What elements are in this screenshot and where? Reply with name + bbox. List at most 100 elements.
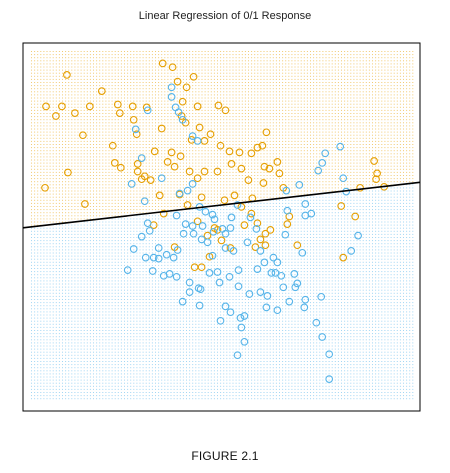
region-dot (118, 302, 119, 303)
region-dot (102, 330, 103, 331)
region-dot (96, 234, 97, 235)
region-dot (105, 73, 106, 74)
region-dot (81, 63, 82, 64)
region-dot (115, 73, 116, 74)
region-dot (59, 296, 60, 297)
region-dot (87, 380, 88, 381)
region-dot (71, 280, 72, 281)
region-dot (50, 321, 51, 322)
region-dot (74, 94, 75, 95)
region-dot (87, 228, 88, 229)
region-dot (102, 256, 103, 257)
region-dot (102, 184, 103, 185)
region-dot (74, 355, 75, 356)
region-dot (56, 318, 57, 319)
region-dot (130, 73, 131, 74)
region-dot (124, 234, 125, 235)
region-dot (133, 144, 134, 145)
region-dot (161, 144, 162, 145)
region-dot (136, 191, 137, 192)
region-dot (71, 370, 72, 371)
region-dot (37, 169, 38, 170)
region-dot (65, 116, 66, 117)
region-dot (158, 82, 159, 83)
region-dot (102, 349, 103, 350)
region-dot (146, 246, 147, 247)
region-dot (90, 256, 91, 257)
region-dot (53, 370, 54, 371)
region-dot (43, 228, 44, 229)
region-dot (152, 70, 153, 71)
region-dot (130, 352, 131, 353)
region-dot (56, 246, 57, 247)
region-dot (109, 209, 110, 210)
region-dot (40, 215, 41, 216)
region-dot (62, 85, 63, 86)
region-dot (115, 113, 116, 114)
region-dot (53, 94, 54, 95)
region-dot (74, 333, 75, 334)
region-dot (99, 101, 100, 102)
region-dot (105, 60, 106, 61)
region-dot (161, 231, 162, 232)
region-dot (71, 169, 72, 170)
region-dot (74, 305, 75, 306)
region-dot (152, 104, 153, 105)
region-dot (40, 98, 41, 99)
region-dot (81, 60, 82, 61)
region-dot (74, 203, 75, 204)
region-dot (87, 79, 88, 80)
region-dot (40, 237, 41, 238)
region-dot (47, 287, 48, 288)
region-dot (121, 293, 122, 294)
region-dot (68, 380, 69, 381)
region-dot (53, 237, 54, 238)
region-dot (53, 305, 54, 306)
region-dot (90, 104, 91, 105)
region-dot (99, 184, 100, 185)
region-dot (155, 203, 156, 204)
region-dot (68, 129, 69, 130)
region-dot (149, 373, 150, 374)
region-dot (127, 342, 128, 343)
region-dot (93, 144, 94, 145)
region-dot (53, 119, 54, 120)
region-dot (74, 234, 75, 235)
region-dot (40, 256, 41, 257)
region-dot (84, 209, 85, 210)
region-dot (34, 346, 35, 347)
region-dot (133, 327, 134, 328)
region-dot (121, 200, 122, 201)
region-dot (143, 147, 144, 148)
region-dot (59, 280, 60, 281)
region-dot (34, 153, 35, 154)
region-dot (115, 79, 116, 80)
region-dot (37, 88, 38, 89)
region-dot (53, 104, 54, 105)
region-dot (37, 364, 38, 365)
region-dot (62, 395, 63, 396)
region-dot (118, 386, 119, 387)
region-dot (143, 302, 144, 303)
region-dot (143, 231, 144, 232)
region-dot (96, 178, 97, 179)
region-dot (105, 249, 106, 250)
region-dot (140, 147, 141, 148)
region-dot (84, 181, 85, 182)
region-dot (68, 206, 69, 207)
region-dot (50, 150, 51, 151)
region-dot (99, 361, 100, 362)
region-dot (155, 172, 156, 173)
region-dot (74, 336, 75, 337)
region-dot (155, 293, 156, 294)
region-dot (71, 101, 72, 102)
region-dot (109, 290, 110, 291)
region-dot (62, 377, 63, 378)
region-dot (74, 141, 75, 142)
region-dot (40, 184, 41, 185)
region-dot (136, 280, 137, 281)
region-dot (124, 225, 125, 226)
region-dot (93, 398, 94, 399)
region-dot (78, 327, 79, 328)
region-dot (71, 129, 72, 130)
